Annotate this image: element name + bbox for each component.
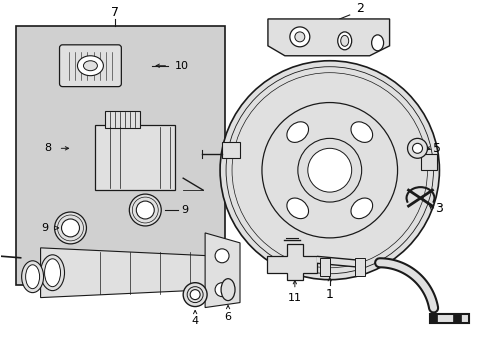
Ellipse shape xyxy=(221,279,235,301)
Bar xyxy=(421,154,437,170)
Text: 5: 5 xyxy=(432,142,441,155)
Ellipse shape xyxy=(286,198,308,219)
Text: 2: 2 xyxy=(355,3,363,15)
Circle shape xyxy=(262,103,397,238)
Ellipse shape xyxy=(21,261,43,293)
Circle shape xyxy=(61,219,80,237)
Circle shape xyxy=(407,138,427,158)
Ellipse shape xyxy=(77,56,103,76)
Ellipse shape xyxy=(44,259,61,287)
Circle shape xyxy=(289,27,309,47)
Text: 11: 11 xyxy=(287,293,301,303)
Circle shape xyxy=(215,249,228,263)
Ellipse shape xyxy=(286,122,308,143)
Circle shape xyxy=(215,283,228,297)
Text: 6: 6 xyxy=(224,311,231,321)
Text: 9: 9 xyxy=(41,223,48,233)
Ellipse shape xyxy=(83,61,97,71)
Bar xyxy=(452,312,461,323)
FancyBboxPatch shape xyxy=(60,45,121,87)
Bar xyxy=(428,312,437,323)
Circle shape xyxy=(297,138,361,202)
Polygon shape xyxy=(41,248,210,298)
Text: 10: 10 xyxy=(175,61,189,71)
Ellipse shape xyxy=(25,265,40,289)
Text: 9: 9 xyxy=(181,205,188,215)
Ellipse shape xyxy=(350,122,372,143)
Polygon shape xyxy=(204,233,240,307)
Text: 8: 8 xyxy=(44,143,51,153)
Circle shape xyxy=(55,212,86,244)
Bar xyxy=(319,258,329,276)
Circle shape xyxy=(307,148,351,192)
Circle shape xyxy=(190,290,200,300)
Circle shape xyxy=(220,61,439,280)
Circle shape xyxy=(129,194,161,226)
Bar xyxy=(95,125,175,190)
Text: 4: 4 xyxy=(191,316,198,327)
Text: 7: 7 xyxy=(111,6,119,19)
Bar xyxy=(222,142,240,158)
Polygon shape xyxy=(266,244,316,280)
Ellipse shape xyxy=(337,32,351,50)
Ellipse shape xyxy=(340,35,348,46)
Bar xyxy=(354,258,364,276)
Circle shape xyxy=(136,201,154,219)
Circle shape xyxy=(412,143,422,153)
Circle shape xyxy=(294,32,304,42)
Text: 3: 3 xyxy=(435,202,443,215)
FancyBboxPatch shape xyxy=(16,26,224,285)
Ellipse shape xyxy=(371,35,383,51)
Ellipse shape xyxy=(350,198,372,219)
Bar xyxy=(105,111,140,129)
Text: 1: 1 xyxy=(325,288,333,301)
Circle shape xyxy=(183,283,207,307)
Ellipse shape xyxy=(41,255,64,291)
Polygon shape xyxy=(267,19,389,56)
